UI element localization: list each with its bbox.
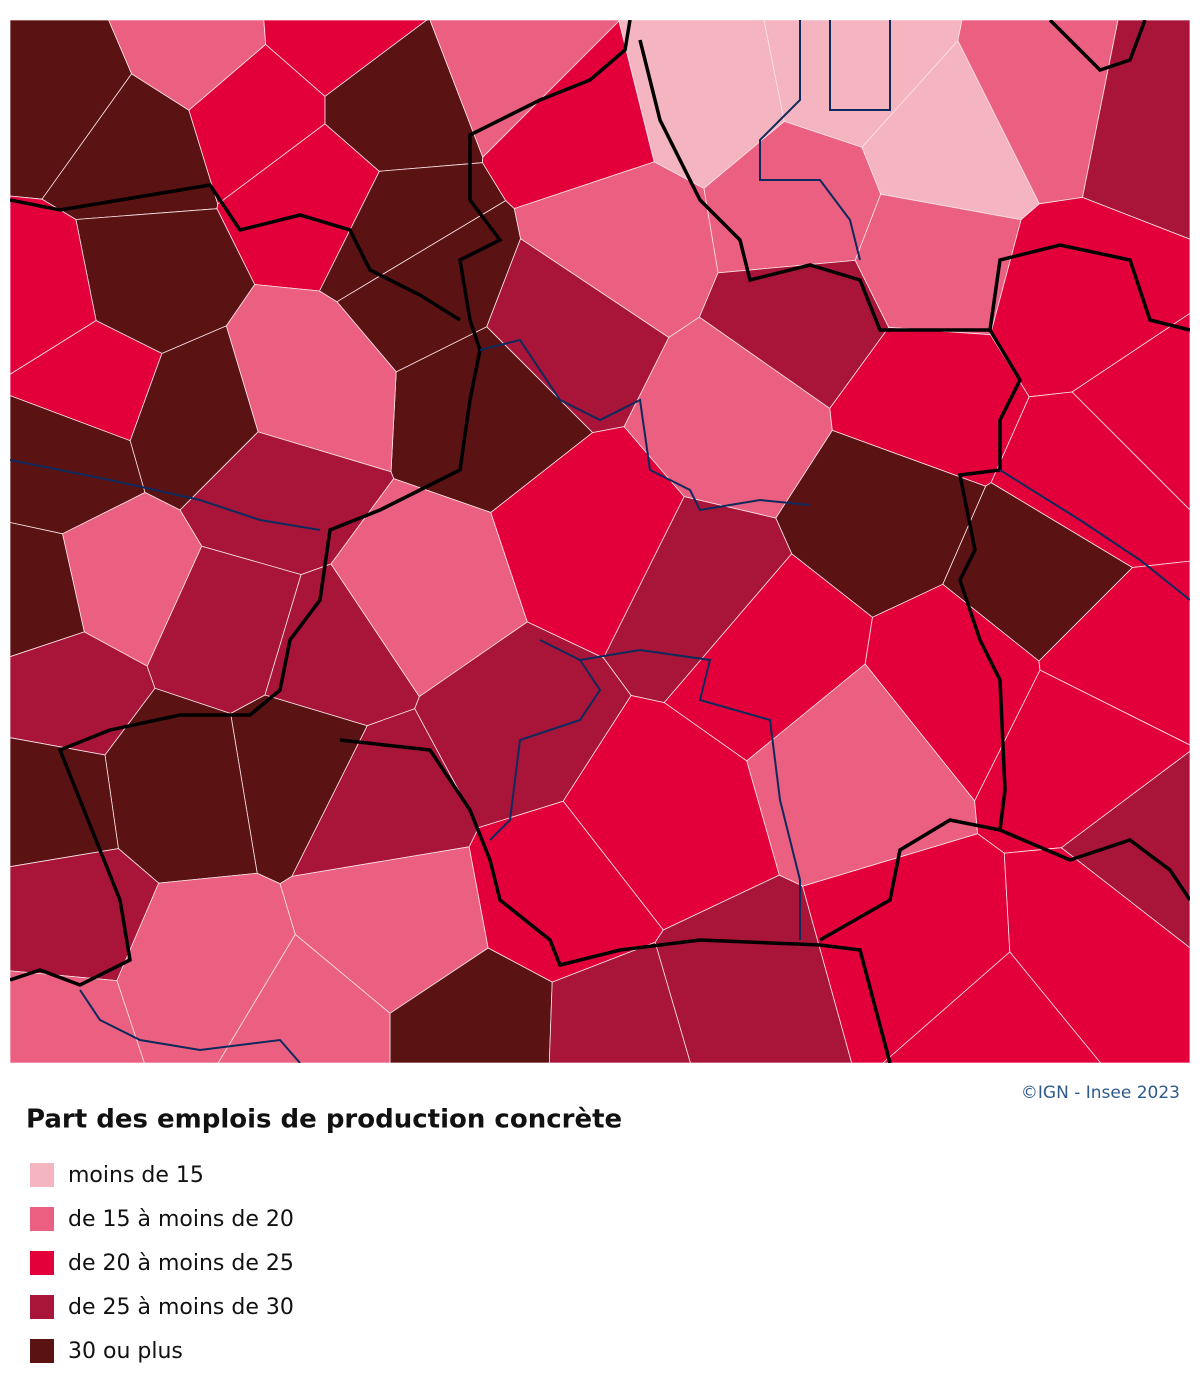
commune-area (1038, 560, 1190, 746)
commune-area (990, 391, 1190, 568)
legend-label: 30 ou plus (68, 1339, 183, 1364)
legend-swatch (30, 1163, 54, 1187)
commune-area (548, 941, 691, 1063)
department-border (999, 469, 1190, 601)
legend-swatch (30, 1339, 54, 1363)
legend-label: de 15 à moins de 20 (68, 1207, 294, 1232)
legend-label: de 20 à moins de 25 (68, 1251, 294, 1276)
commune-area (1060, 750, 1190, 949)
region-border (1048, 20, 1147, 73)
legend-swatch (30, 1295, 54, 1319)
credit: ©IGN - Insee 2023 (1021, 1083, 1180, 1103)
department-border (829, 20, 891, 111)
department-border (579, 648, 801, 940)
region-border (819, 329, 1022, 942)
region-border (10, 20, 632, 987)
commune-area (1082, 20, 1190, 240)
department-border (79, 989, 301, 1063)
legend-title: Part des emplois de production concrète (26, 1105, 622, 1135)
commune-area (698, 259, 890, 409)
legend: moins de 15 de 15 à moins de 20 de 20 à mo… (30, 1163, 294, 1364)
department-border (10, 459, 321, 531)
commune-area (217, 933, 391, 1063)
department-border (479, 338, 811, 512)
legend-swatch (30, 1251, 54, 1275)
legend-label: de 25 à moins de 30 (68, 1295, 294, 1320)
map (10, 20, 1190, 1063)
borders (10, 20, 1190, 1063)
commune-area (882, 951, 1102, 1063)
region-border (339, 738, 892, 1063)
department-border (759, 20, 861, 261)
commune-area (263, 20, 428, 97)
region-border (638, 39, 1190, 332)
legend-swatch (30, 1207, 54, 1231)
region-border (999, 828, 1190, 901)
legend-label: moins de 15 (68, 1163, 204, 1188)
region-border (10, 183, 461, 322)
commune-area (10, 970, 145, 1063)
